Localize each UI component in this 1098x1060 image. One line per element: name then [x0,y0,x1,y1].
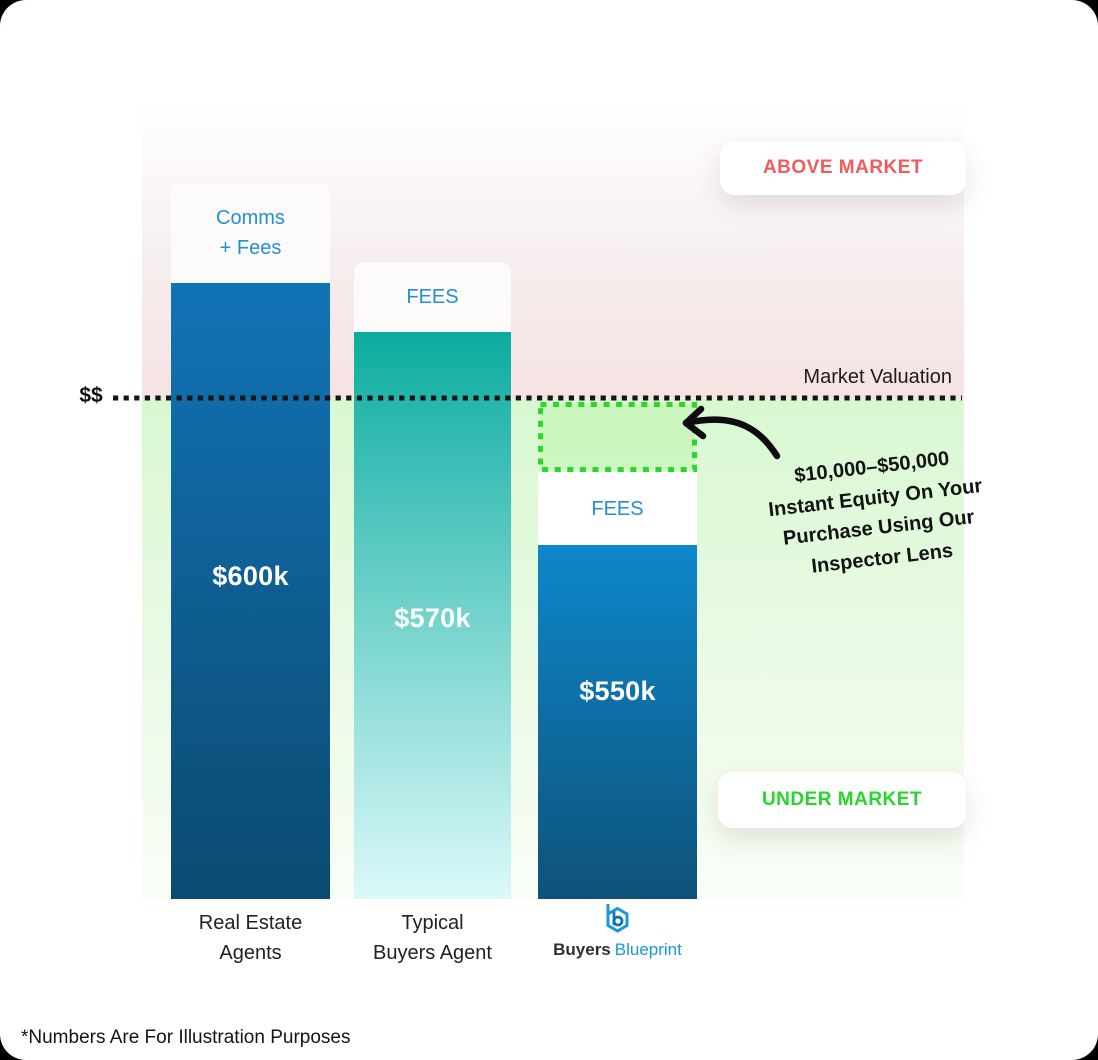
market-valuation-label: Market Valuation [803,366,952,388]
above-market-badge-label: ABOVE MARKET [762,157,924,178]
label-typical-line2: Buyers Agent [373,942,492,964]
label-real-estate-line2: Agents [219,942,282,964]
label-typical-line1: Typical [401,912,464,934]
bar3-value: $550k [579,676,656,706]
bar3-rect: $550k [538,545,697,899]
bar1-cap-line1: Comms [216,207,285,229]
brand-word-buyers: Buyers [553,940,611,959]
dollar-axis-label: $$ [79,384,103,407]
bar1-cap-line2: + Fees [219,237,282,259]
label-real-estate-agents: Real Estate Agents [171,908,330,968]
bar2-rect: $570k [354,332,511,899]
bar2-cap-line1: FEES [406,286,459,308]
bar1-value: $600k [212,561,289,591]
label-real-estate-line1: Real Estate [198,912,303,934]
brand-word-blueprint: Blueprint [614,940,682,959]
above-market-badge: ABOVE MARKET [720,141,966,195]
bar1-rect: $600k [171,283,330,899]
footnote: *Numbers Are For Illustration Purposes [21,1027,351,1048]
bar3-cap-line1: FEES [591,497,644,520]
bar1-cap-comms-fees: Comms + Fees [171,183,330,283]
buyers-blueprint-brand: Buyers Blueprint [538,902,697,960]
label-typical-buyers-agent: Typical Buyers Agent [354,908,511,968]
bar2-value: $570k [394,603,471,633]
buyers-blueprint-wordmark: Buyers Blueprint [553,940,682,960]
under-market-badge-label: UNDER MARKET [761,789,923,810]
bar3-cap-fees: FEES [538,472,697,545]
bar2-cap-fees: FEES [354,262,511,332]
buyers-blueprint-logo-icon [606,904,629,933]
under-market-badge: UNDER MARKET [718,772,966,828]
